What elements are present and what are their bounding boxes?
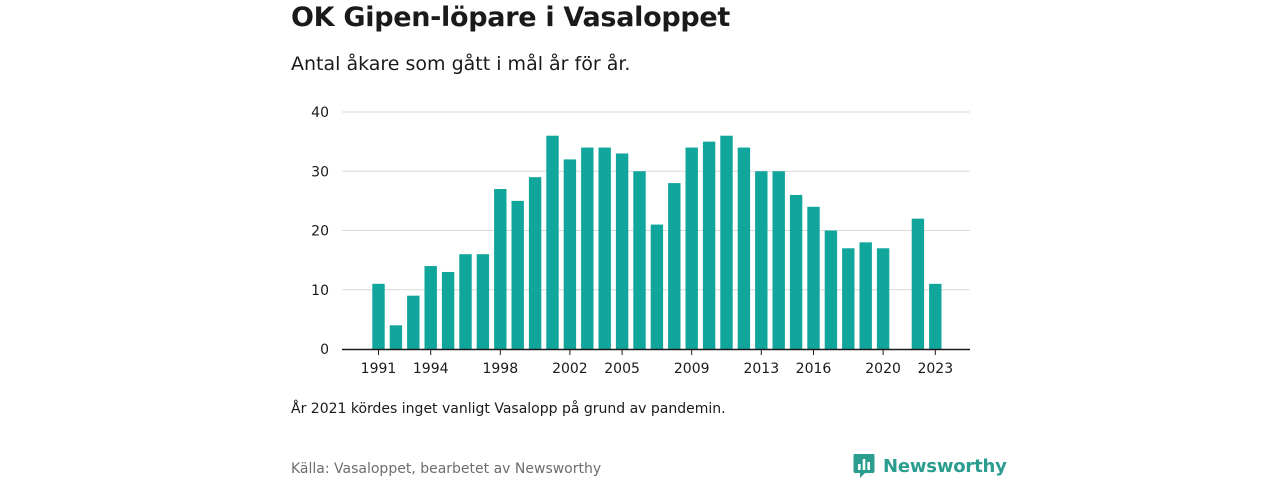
bar xyxy=(876,248,890,349)
bar xyxy=(702,141,716,349)
bar xyxy=(441,271,455,349)
bar xyxy=(424,266,437,349)
bar xyxy=(737,147,751,349)
bar xyxy=(650,224,664,349)
bar xyxy=(459,254,472,349)
bar xyxy=(668,183,681,349)
bar xyxy=(563,159,577,349)
bar xyxy=(685,147,698,349)
y-tick-label: 40 xyxy=(311,105,329,121)
x-tick-label: 2002 xyxy=(552,361,588,377)
newsworthy-logo-icon xyxy=(853,454,875,478)
bar xyxy=(633,171,646,349)
x-tick-label: 1998 xyxy=(482,361,518,377)
bar xyxy=(720,135,733,349)
x-tick-label: 1994 xyxy=(413,361,449,377)
bar xyxy=(789,194,803,349)
newsworthy-brand[interactable]: Newsworthy xyxy=(853,453,1007,479)
bar xyxy=(772,171,785,349)
bar xyxy=(581,147,594,349)
y-tick-label: 20 xyxy=(311,224,329,240)
x-tick-label: 2020 xyxy=(865,361,901,377)
x-tick-label: 2016 xyxy=(796,361,832,377)
x-tick-label: 2005 xyxy=(604,361,640,377)
chart-title: OK Gipen-löpare i Vasaloppet xyxy=(291,2,730,33)
brand-name: Newsworthy xyxy=(883,455,1007,477)
x-tick-label: 2009 xyxy=(674,361,710,377)
bar xyxy=(407,295,420,349)
bar xyxy=(546,135,559,349)
bar xyxy=(476,254,490,349)
bar xyxy=(494,189,507,349)
bar xyxy=(389,325,403,349)
bar xyxy=(859,242,872,349)
y-tick-label: 0 xyxy=(320,342,329,358)
y-tick-label: 30 xyxy=(311,164,329,180)
bar xyxy=(615,153,629,349)
x-tick-label: 1991 xyxy=(361,361,397,377)
chart-subtitle: Antal åkare som gått i mål år för år. xyxy=(291,53,631,75)
bar xyxy=(911,218,925,349)
bar xyxy=(511,200,524,349)
y-tick-label: 10 xyxy=(311,283,329,299)
bar xyxy=(598,147,611,349)
bar xyxy=(842,248,855,349)
chart-note: År 2021 kördes inget vanligt Vasalopp på… xyxy=(291,401,726,417)
bar xyxy=(824,230,838,349)
bar xyxy=(528,177,542,349)
bar xyxy=(929,283,942,349)
bar xyxy=(807,206,820,349)
x-tick-label: 2013 xyxy=(743,361,779,377)
bar xyxy=(755,171,768,349)
bar xyxy=(372,283,385,349)
x-tick-label: 2023 xyxy=(917,361,953,377)
source-label: Källa: Vasaloppet, bearbetet av Newswort… xyxy=(291,461,602,477)
